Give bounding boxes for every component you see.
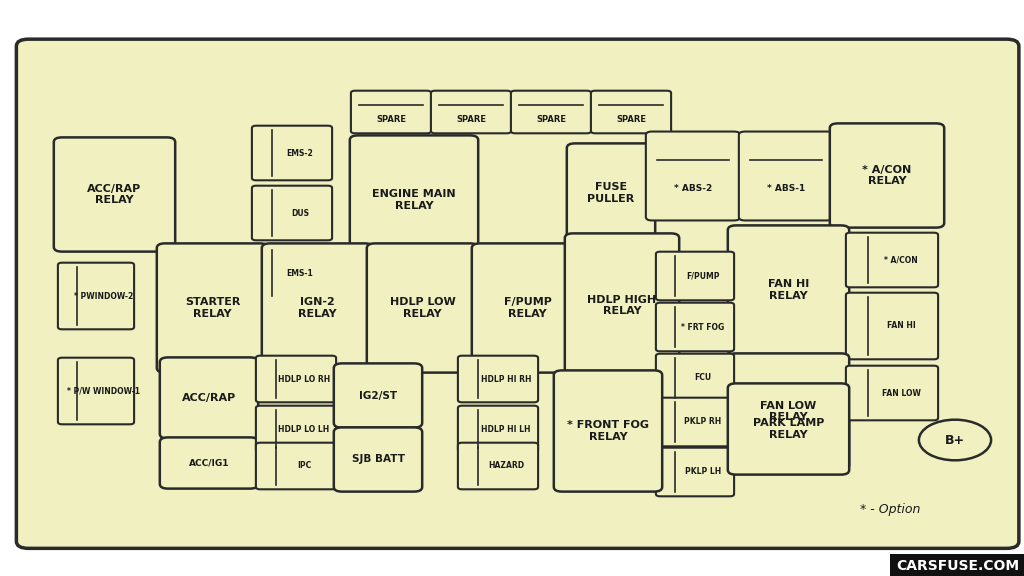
FancyBboxPatch shape: [58, 263, 134, 329]
Text: * FRT FOG: * FRT FOG: [681, 323, 724, 332]
Text: F/PUMP
RELAY: F/PUMP RELAY: [504, 297, 552, 319]
FancyBboxPatch shape: [565, 233, 679, 378]
Text: SPARE: SPARE: [616, 115, 646, 124]
Text: HDLP HI RH: HDLP HI RH: [480, 374, 531, 384]
FancyBboxPatch shape: [160, 357, 258, 438]
FancyBboxPatch shape: [334, 427, 422, 491]
FancyBboxPatch shape: [54, 138, 175, 252]
Text: ACC/IG1: ACC/IG1: [188, 458, 229, 468]
Text: CARSFUSE.COM: CARSFUSE.COM: [896, 559, 1019, 573]
Text: * - Option: * - Option: [860, 503, 921, 517]
Text: HAZARD: HAZARD: [487, 461, 524, 471]
Text: HDLP LO LH: HDLP LO LH: [279, 425, 330, 434]
FancyBboxPatch shape: [252, 185, 332, 240]
Text: PKLP LH: PKLP LH: [685, 468, 721, 476]
Text: * P/W WINDOW-1: * P/W WINDOW-1: [67, 386, 140, 396]
Text: FUSE
PULLER: FUSE PULLER: [588, 182, 635, 204]
Text: EMS-2: EMS-2: [287, 149, 313, 157]
FancyBboxPatch shape: [458, 406, 538, 452]
FancyBboxPatch shape: [458, 443, 538, 489]
FancyBboxPatch shape: [16, 39, 1019, 548]
Text: B+: B+: [945, 434, 965, 446]
Text: IGN-2
RELAY: IGN-2 RELAY: [298, 297, 337, 319]
FancyBboxPatch shape: [554, 370, 663, 491]
Text: HDLP LO RH: HDLP LO RH: [278, 374, 330, 384]
Text: * ABS-2: * ABS-2: [674, 184, 712, 193]
FancyBboxPatch shape: [256, 406, 336, 452]
Text: IPC: IPC: [297, 461, 311, 471]
Text: ACC/RAP
RELAY: ACC/RAP RELAY: [87, 184, 141, 205]
Text: HDLP HI LH: HDLP HI LH: [481, 425, 530, 434]
FancyBboxPatch shape: [252, 246, 332, 300]
FancyBboxPatch shape: [472, 244, 584, 373]
FancyBboxPatch shape: [846, 366, 938, 420]
Text: FCU: FCU: [694, 373, 712, 382]
Text: ACC/RAP: ACC/RAP: [182, 393, 237, 403]
FancyBboxPatch shape: [458, 356, 538, 402]
FancyBboxPatch shape: [728, 384, 849, 475]
FancyBboxPatch shape: [656, 397, 734, 446]
FancyBboxPatch shape: [157, 244, 268, 373]
FancyBboxPatch shape: [160, 437, 258, 488]
Text: PARK LAMP
RELAY: PARK LAMP RELAY: [753, 418, 824, 440]
Text: F/PUMP: F/PUMP: [686, 271, 720, 281]
FancyBboxPatch shape: [567, 143, 655, 242]
Text: SPARE: SPARE: [456, 115, 486, 124]
FancyBboxPatch shape: [656, 354, 734, 402]
FancyBboxPatch shape: [656, 252, 734, 300]
Text: FAN LOW
RELAY: FAN LOW RELAY: [761, 401, 816, 422]
FancyBboxPatch shape: [252, 126, 332, 180]
Text: FAN HI
RELAY: FAN HI RELAY: [768, 279, 809, 301]
FancyBboxPatch shape: [431, 90, 511, 133]
FancyBboxPatch shape: [334, 363, 422, 427]
FancyBboxPatch shape: [846, 293, 938, 359]
Text: HDLP LOW
RELAY: HDLP LOW RELAY: [389, 297, 456, 319]
FancyBboxPatch shape: [728, 354, 849, 469]
FancyBboxPatch shape: [351, 90, 431, 133]
FancyBboxPatch shape: [728, 225, 849, 355]
FancyBboxPatch shape: [656, 303, 734, 351]
Text: SPARE: SPARE: [536, 115, 566, 124]
FancyBboxPatch shape: [256, 443, 336, 489]
Text: HDLP HIGH
RELAY: HDLP HIGH RELAY: [588, 295, 656, 316]
FancyBboxPatch shape: [511, 90, 591, 133]
Text: SJB BATT: SJB BATT: [351, 454, 404, 464]
FancyBboxPatch shape: [739, 131, 834, 221]
FancyBboxPatch shape: [591, 90, 671, 133]
Text: STARTER
RELAY: STARTER RELAY: [184, 297, 241, 319]
Text: IG2/ST: IG2/ST: [359, 391, 397, 400]
Text: FAN HI: FAN HI: [887, 321, 915, 331]
FancyBboxPatch shape: [350, 135, 478, 264]
FancyBboxPatch shape: [256, 356, 336, 402]
Text: SPARE: SPARE: [376, 115, 406, 124]
FancyBboxPatch shape: [58, 358, 134, 425]
Text: * A/CON: * A/CON: [885, 256, 919, 264]
Text: ENGINE MAIN
RELAY: ENGINE MAIN RELAY: [372, 189, 456, 211]
FancyBboxPatch shape: [367, 244, 478, 373]
FancyBboxPatch shape: [829, 123, 944, 228]
FancyBboxPatch shape: [846, 233, 938, 287]
FancyBboxPatch shape: [646, 131, 740, 221]
FancyBboxPatch shape: [656, 448, 734, 497]
Text: FAN LOW: FAN LOW: [882, 388, 921, 397]
Text: EMS-1: EMS-1: [287, 268, 313, 278]
Text: * FRONT FOG
RELAY: * FRONT FOG RELAY: [567, 420, 649, 442]
Text: PKLP RH: PKLP RH: [684, 418, 721, 426]
Text: * ABS-1: * ABS-1: [767, 184, 805, 193]
FancyBboxPatch shape: [262, 244, 373, 373]
Text: DUS: DUS: [291, 209, 309, 218]
Text: * PWINDOW-2: * PWINDOW-2: [74, 291, 133, 301]
Text: * A/CON
RELAY: * A/CON RELAY: [862, 165, 911, 186]
